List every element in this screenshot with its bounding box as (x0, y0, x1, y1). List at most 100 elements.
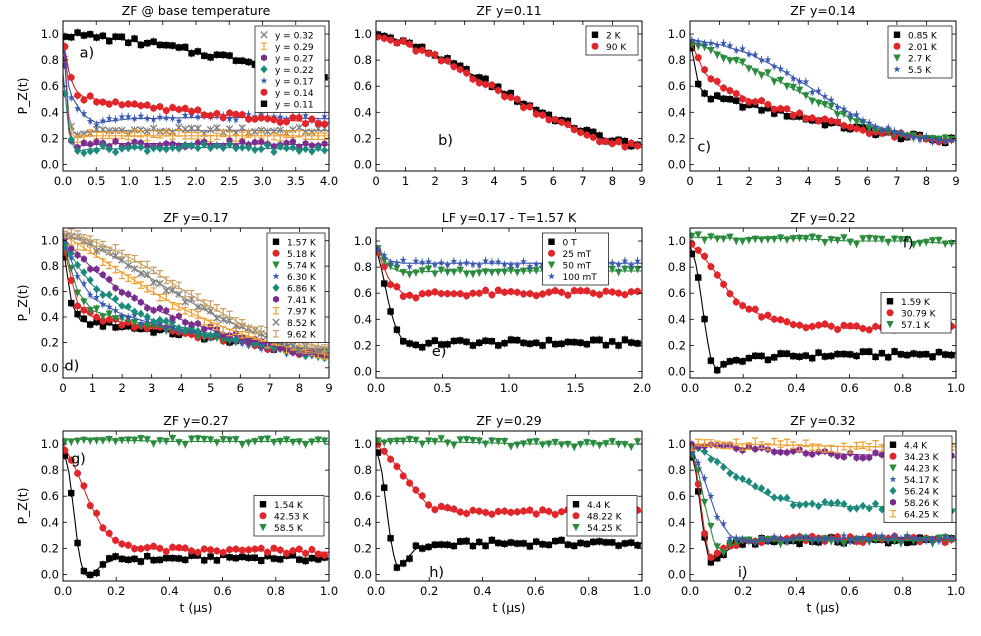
y-tick-label: 1.0 (354, 27, 372, 41)
plot-frame (375, 20, 643, 172)
data-point (263, 127, 272, 136)
data-point (796, 77, 804, 85)
data-point (308, 115, 316, 123)
data-point (283, 549, 291, 557)
data-point (412, 294, 420, 302)
data-point (67, 456, 75, 464)
data-point (770, 235, 778, 244)
data-point (188, 131, 195, 140)
data-point (99, 524, 107, 532)
data-point (213, 557, 221, 564)
data-point (206, 126, 215, 134)
data-point (941, 532, 949, 540)
data-point (733, 445, 740, 452)
legend-entry: 50 mT (563, 261, 592, 271)
data-point (270, 132, 278, 141)
data-point (609, 539, 616, 546)
data-point (99, 98, 107, 106)
y-tick-label: 0.4 (41, 310, 59, 324)
data-point (137, 129, 145, 138)
data-point (295, 123, 303, 132)
x-tick-label: 3 (775, 174, 782, 188)
data-point (213, 322, 221, 331)
data-point (789, 501, 797, 510)
data-point (431, 438, 439, 446)
data-point (796, 321, 804, 329)
data-point (520, 339, 527, 347)
data-point (393, 264, 401, 272)
data-point (802, 439, 810, 448)
data-point (156, 41, 164, 49)
data-point (74, 310, 81, 318)
data-point (131, 294, 138, 302)
x-tick-label: 0.6 (526, 584, 544, 598)
data-point (476, 339, 483, 346)
data-point (92, 305, 101, 313)
data-point (815, 536, 823, 543)
data-point (764, 442, 772, 451)
data-point (948, 136, 956, 144)
data-point (745, 98, 753, 106)
data-point (74, 302, 82, 310)
data-point (545, 541, 553, 549)
legend-entry: y = 0.17 (275, 77, 314, 87)
data-point (118, 33, 126, 41)
data-point (419, 344, 426, 351)
data-point (627, 139, 635, 147)
series-layer (63, 28, 329, 157)
data-point (916, 351, 924, 358)
data-point (149, 144, 158, 153)
data-point (609, 338, 616, 345)
data-point (847, 351, 854, 358)
data-point (551, 287, 559, 295)
data-point (245, 130, 252, 138)
data-point (871, 235, 880, 243)
data-point (163, 129, 170, 137)
data-point (188, 289, 195, 298)
data-point (131, 555, 138, 563)
x-tick-label: 0.2 (107, 584, 125, 598)
legend-marker (272, 318, 280, 326)
data-point (106, 246, 113, 255)
data-point (707, 553, 715, 561)
data-point (194, 143, 202, 152)
data-point (239, 319, 246, 327)
data-point (802, 500, 810, 509)
data-point (701, 530, 709, 538)
data-point (726, 358, 734, 365)
data-point (776, 76, 785, 85)
x-tick-label: 0.6 (213, 584, 231, 598)
data-point (213, 110, 221, 118)
data-point (720, 95, 727, 102)
y-tick-label: 0.2 (354, 131, 372, 145)
data-point (770, 493, 778, 502)
data-point (463, 292, 471, 300)
data-point (418, 492, 426, 500)
panel-label: e) (432, 344, 447, 360)
data-point (244, 439, 253, 447)
data-point (277, 556, 284, 563)
data-point (482, 337, 489, 344)
x-tick-label: 1.0 (633, 584, 651, 598)
data-point (695, 80, 702, 88)
y-tick-label: 0.4 (354, 105, 372, 119)
data-point (393, 283, 401, 291)
data-point (707, 233, 715, 241)
data-point (872, 440, 879, 448)
data-point (821, 536, 829, 543)
data-point (815, 117, 823, 125)
data-point (93, 313, 101, 321)
data-point (162, 437, 170, 446)
data-point (840, 321, 848, 329)
y-tick-label: 0.6 (41, 79, 59, 93)
data-point (125, 253, 132, 262)
data-point (695, 274, 702, 281)
data-point (295, 114, 303, 122)
data-point (182, 306, 189, 315)
data-point (130, 319, 139, 327)
data-point (245, 546, 253, 554)
data-point (520, 104, 528, 112)
data-point (93, 98, 101, 106)
plot-frame (689, 20, 957, 172)
y-tick-label: 0.0 (41, 361, 59, 375)
